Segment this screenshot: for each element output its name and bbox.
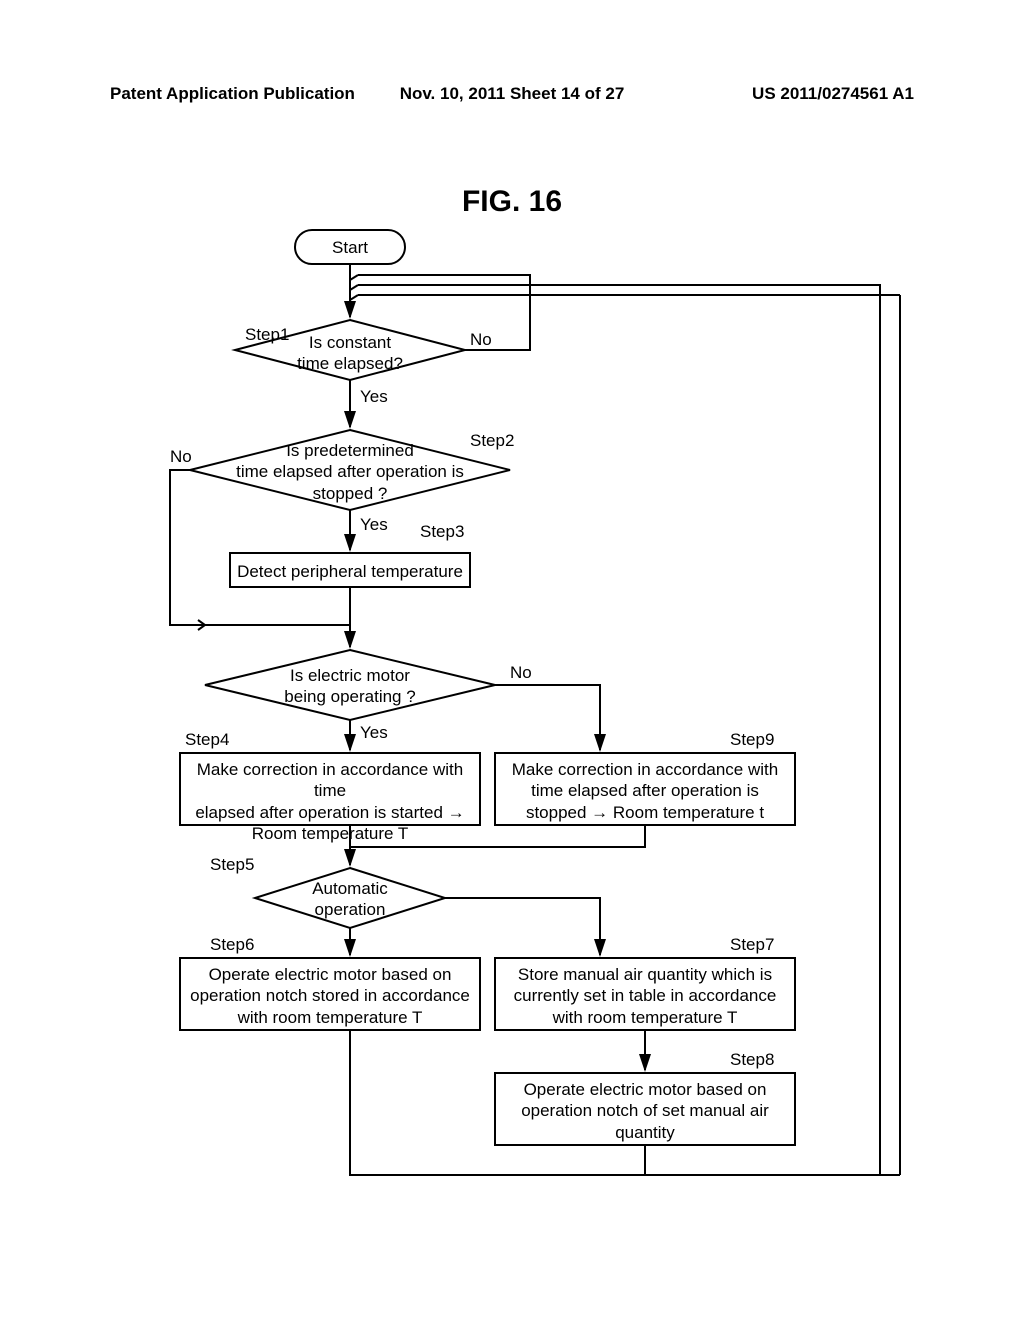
page: Patent Application Publication Nov. 10, … xyxy=(0,0,1024,1320)
node-step2: Is predeterminedtime elapsed after opera… xyxy=(220,440,480,504)
node-step1: Is constanttime elapsed? xyxy=(260,332,440,375)
page-header: Patent Application Publication Nov. 10, … xyxy=(110,84,914,104)
label-step3b-no: No xyxy=(510,663,532,683)
label-step2-no: No xyxy=(170,447,192,467)
node-step7: Store manual air quantity which iscurren… xyxy=(497,964,793,1028)
header-left: Patent Application Publication xyxy=(110,84,380,104)
label-step2-yes: Yes xyxy=(360,515,388,535)
header-right: US 2011/0274561 A1 xyxy=(644,84,914,104)
node-step9: Make correction in accordance withtime e… xyxy=(497,759,793,823)
label-step3: Step3 xyxy=(420,522,464,542)
label-step1-no: No xyxy=(470,330,492,350)
label-step6: Step6 xyxy=(210,935,254,955)
header-center: Nov. 10, 2011 Sheet 14 of 27 xyxy=(400,84,625,104)
label-step5: Step5 xyxy=(210,855,254,875)
label-step8: Step8 xyxy=(730,1050,774,1070)
label-step1-yes: Yes xyxy=(360,387,388,407)
label-step4: Step4 xyxy=(185,730,229,750)
node-step3b: Is electric motorbeing operating ? xyxy=(240,665,460,708)
node-start: Start xyxy=(295,237,405,258)
node-step5: Automaticoperation xyxy=(280,878,420,921)
label-step3b-yes: Yes xyxy=(360,723,388,743)
flowchart-svg xyxy=(110,215,920,1195)
figure-title: FIG. 16 xyxy=(0,185,1024,219)
label-step7: Step7 xyxy=(730,935,774,955)
flowchart-canvas: Start Step1 Is constanttime elapsed? No … xyxy=(110,215,920,1195)
node-step8: Operate electric motor based onoperation… xyxy=(497,1079,793,1143)
node-step6: Operate electric motor based onoperation… xyxy=(182,964,478,1028)
label-step9: Step9 xyxy=(730,730,774,750)
node-step4: Make correction in accordance with timee… xyxy=(182,759,478,844)
node-detect-temp: Detect peripheral temperature xyxy=(230,561,470,582)
